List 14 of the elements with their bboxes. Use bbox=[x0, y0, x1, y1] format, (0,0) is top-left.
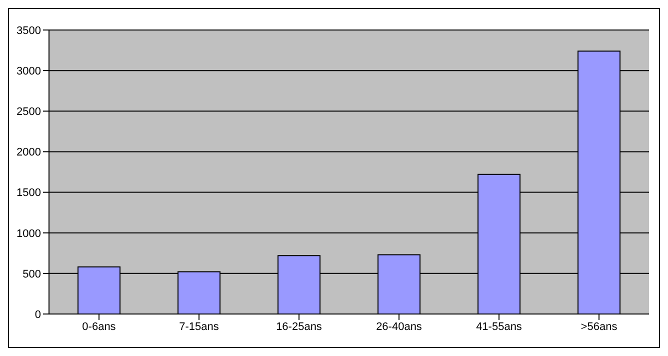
y-tick-label: 3500 bbox=[16, 24, 41, 37]
y-tick-label: 0 bbox=[34, 308, 41, 321]
x-tick-label: >56ans bbox=[580, 320, 618, 333]
x-tick-label: 0-6ans bbox=[82, 320, 116, 333]
y-tick-label: 1500 bbox=[16, 187, 41, 200]
x-tick-label: 26-40ans bbox=[376, 320, 422, 333]
y-tick-label: 1000 bbox=[16, 228, 41, 240]
x-tick-label: 7-15ans bbox=[179, 320, 220, 333]
x-tick-label: 41-55ans bbox=[476, 320, 522, 333]
y-tick-label: 3000 bbox=[16, 65, 41, 78]
y-tick-label: 2000 bbox=[16, 146, 41, 159]
y-tick-label: 500 bbox=[22, 268, 41, 280]
x-tick-label: 16-25ans bbox=[276, 320, 322, 333]
y-tick-label: 2500 bbox=[16, 106, 41, 118]
